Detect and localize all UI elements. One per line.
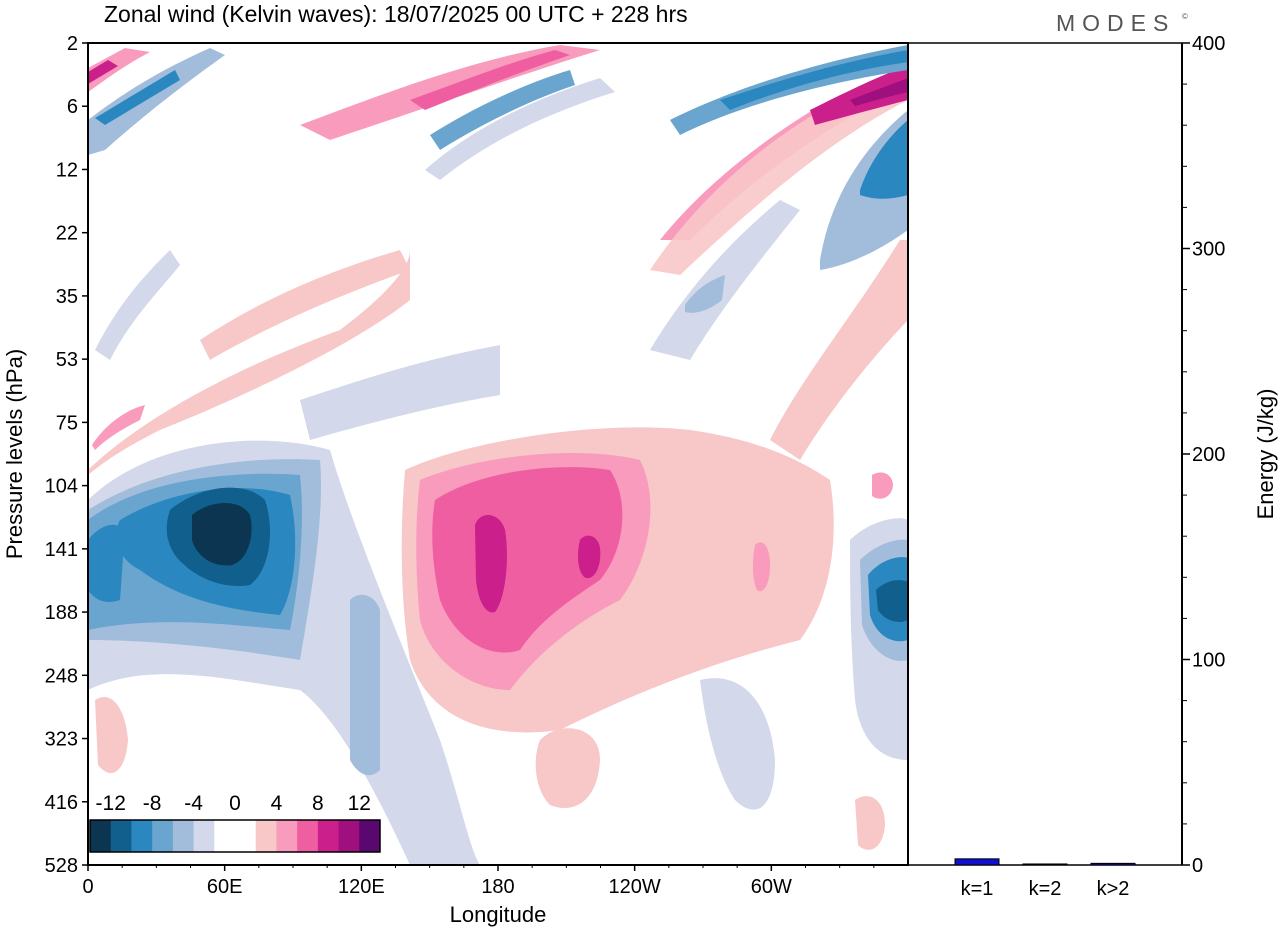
contour-upper-neg-far-right-core <box>860 120 908 199</box>
colorbar-swatch <box>235 820 257 852</box>
contour-tropo-pos-small-right <box>872 472 893 499</box>
contour-low-neg-right <box>700 678 775 810</box>
colorbar-swatch <box>131 820 153 852</box>
contour-mid-neg-right-core <box>685 275 725 313</box>
y-tick-label: 75 <box>56 412 78 434</box>
chart-title: Zonal wind (Kelvin waves): 18/07/2025 00… <box>104 1 688 27</box>
energy-bar-2 <box>1022 863 1068 866</box>
y-tick-label: 22 <box>56 223 78 245</box>
contour-upper-neg-left <box>88 48 225 155</box>
colorbar-swatch <box>338 820 360 852</box>
y-axis-label: Pressure levels (hPa) <box>2 349 27 559</box>
contour-upper-neg-right-core <box>720 50 908 110</box>
contour-upper-neg-mid <box>430 70 575 150</box>
y-tick-label: 104 <box>45 476 78 498</box>
contour-low-pos-left <box>95 696 128 773</box>
brand-logo: MODES <box>1056 10 1175 36</box>
energy-tick-label: 200 <box>1192 444 1225 466</box>
energy-category-label: k=2 <box>1029 878 1062 900</box>
x-axis-ticks: 0 60E 120E 180 120W 60W <box>82 865 875 898</box>
colorbar-swatch <box>172 820 195 852</box>
colorbar-swatch <box>276 820 298 852</box>
contour-low-pos-far-right <box>855 796 885 850</box>
colorbar: -12 -8 -4 0 4 8 12 <box>89 792 381 853</box>
energy-bar-1 <box>954 858 1000 866</box>
colorbar-swatch <box>110 820 132 852</box>
x-tick-label: 60E <box>207 876 243 898</box>
contour-upper-pos-mid-core <box>410 50 570 110</box>
contour-upper-pos-left-core <box>88 60 118 84</box>
contour-upper-pos-left <box>88 48 150 92</box>
colorbar-swatch <box>152 820 174 852</box>
contour-tropo-pos-blob-right <box>752 542 770 592</box>
brand-mark: © <box>1182 12 1188 21</box>
energy-tick-label: 0 <box>1192 855 1203 877</box>
y-tick-label: 2 <box>67 33 78 55</box>
energy-category-label: k=1 <box>961 878 994 900</box>
y-tick-label: 6 <box>67 96 78 118</box>
contour-tropo-pos-core-left <box>475 514 507 613</box>
colorbar-swatch <box>359 820 381 852</box>
x-axis-label: Longitude <box>450 902 547 927</box>
x-tick-label: 120E <box>338 876 385 898</box>
contour-mid-neg-right <box>650 200 800 360</box>
y-tick-label: 35 <box>56 286 78 308</box>
energy-tick-label: 300 <box>1192 239 1225 261</box>
contour-upper-negpale-mid <box>425 78 615 180</box>
colorbar-swatch <box>317 820 340 852</box>
colorbar-label: 8 <box>312 792 324 815</box>
colorbar-swatch <box>193 820 215 852</box>
contour-mid-pos-upper <box>200 250 410 360</box>
y-tick-label: 323 <box>45 729 78 751</box>
y-tick-label: 248 <box>45 665 78 687</box>
y-tick-label: 141 <box>45 539 78 561</box>
energy-axis-label: Energy (J/kg) <box>1253 389 1278 520</box>
energy-tick-label: 400 <box>1192 33 1225 55</box>
contour-mid-pos-left <box>88 250 410 475</box>
contour-low-pos-center <box>535 728 600 808</box>
y-tick-label: 12 <box>56 159 78 181</box>
contour-upper-pos-right-core <box>810 65 908 125</box>
energy-bars: k=1 k=2 k>2 <box>954 858 1136 900</box>
colorbar-swatch <box>255 820 277 852</box>
contour-tropo-neg-left-edge <box>88 524 125 602</box>
contour-upper-pos-right-peak <box>850 78 908 106</box>
energy-tick-label: 100 <box>1192 650 1225 672</box>
contour-tropo-pos-mid <box>432 467 623 653</box>
energy-bar-3 <box>1090 862 1136 866</box>
x-tick-label: 0 <box>82 876 93 898</box>
colorbar-label: 0 <box>229 792 241 815</box>
contour-mid-neg-left <box>95 250 180 360</box>
colorbar-swatch <box>297 820 319 852</box>
y-tick-label: 188 <box>45 602 78 624</box>
colorbar-frame <box>89 819 381 853</box>
contour-mid-neg-center <box>300 345 500 440</box>
x-tick-label: 120W <box>609 876 661 898</box>
y-axis-ticks: 2 6 12 22 35 53 75 104 141 188 248 323 416 528 <box>45 33 88 877</box>
energy-axis-ticks: 0 100 200 300 400 <box>1182 33 1225 877</box>
energy-category-label: k>2 <box>1097 878 1130 900</box>
contour-upper-pospale-right <box>650 70 908 275</box>
contour-mid-pos-left-core <box>92 405 145 450</box>
colorbar-swatch <box>214 820 236 852</box>
x-tick-label: 60W <box>751 876 792 898</box>
y-tick-label: 53 <box>56 349 78 371</box>
y-tick-label: 528 <box>45 855 78 877</box>
colorbar-label: -4 <box>184 792 203 815</box>
contour-field <box>88 43 908 865</box>
contour-upper-neg-left-core <box>95 70 180 125</box>
contour-tropo-neg-right-core <box>876 580 908 622</box>
contour-tropo-pos-core-right <box>578 535 601 579</box>
x-tick-label: 180 <box>481 876 514 898</box>
colorbar-swatch <box>90 820 112 852</box>
colorbar-label: 12 <box>348 792 371 815</box>
colorbar-label: 4 <box>271 792 283 815</box>
colorbar-label: -8 <box>143 792 162 815</box>
y-tick-label: 416 <box>45 792 78 814</box>
contour-tropo-neg-lower-strip <box>350 594 380 776</box>
colorbar-label: -12 <box>96 792 126 815</box>
contour-mid-pos-right <box>770 240 908 460</box>
contour-tropo-neg-core <box>192 502 252 566</box>
